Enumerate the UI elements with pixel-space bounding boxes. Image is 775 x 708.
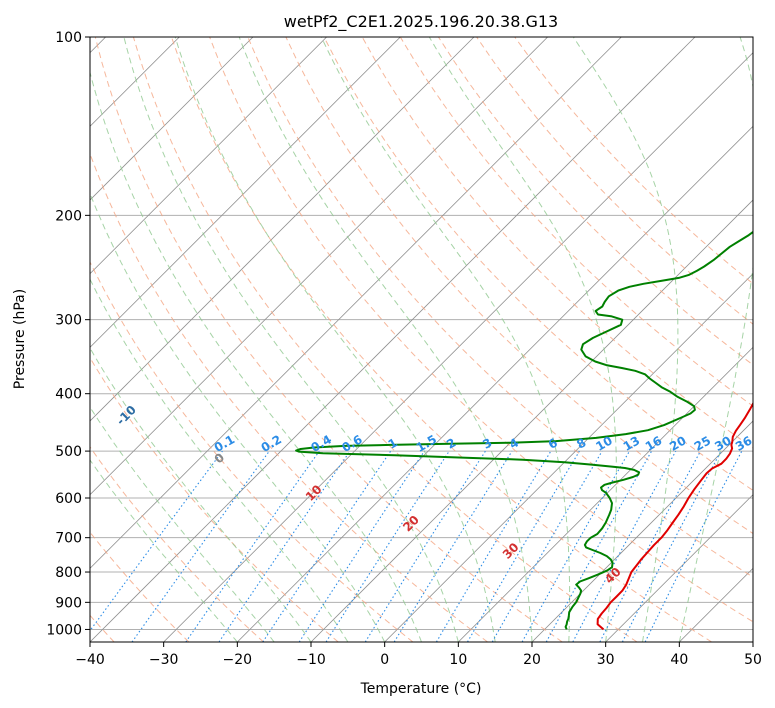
profile-lines xyxy=(295,230,753,631)
y-tick-label: 300 xyxy=(55,313,82,329)
y-tick-label: 400 xyxy=(55,387,82,403)
isotherm-line xyxy=(90,37,401,348)
plot-frame xyxy=(89,36,754,643)
moist-adiabat-line xyxy=(572,37,679,642)
dry-adiabat-line xyxy=(476,37,753,325)
isobars xyxy=(90,36,753,630)
dewpoint-profile-line xyxy=(295,230,753,630)
y-tick-label: 700 xyxy=(55,531,82,547)
y-tick-label: 1000 xyxy=(46,622,82,638)
moist-adiabat-line xyxy=(174,37,496,642)
mixing-ratio-line xyxy=(262,450,392,642)
isotherm-line xyxy=(90,37,327,275)
x-tick-label: 0 xyxy=(380,652,389,668)
moist-adiabat-line xyxy=(320,37,571,642)
mixing-ratio-line xyxy=(298,450,425,642)
mixing-ratio-line xyxy=(393,450,513,642)
moist-adiabat-line xyxy=(428,37,617,642)
isotherm-line xyxy=(531,420,753,642)
moist-adiabat-line xyxy=(90,192,386,642)
chart-title: wetPf2_C2E1.2025.196.20.38.G13 xyxy=(284,12,558,32)
mixing-ratio-line xyxy=(185,450,320,642)
moist-adiabat-line xyxy=(90,459,238,642)
y-tick-label: 200 xyxy=(55,208,82,224)
y-tick-label: 100 xyxy=(55,30,82,46)
isotherm-line xyxy=(90,37,548,496)
dry-adiabat-line xyxy=(132,37,638,642)
moist-adiabat-line xyxy=(90,347,312,642)
isotherm-line xyxy=(458,346,753,642)
x-tick-label: 50 xyxy=(744,652,762,668)
dry-adiabat-line xyxy=(323,37,753,491)
x-tick-label: 40 xyxy=(670,652,688,668)
isotherm-line xyxy=(163,52,753,642)
x-tick-label: −30 xyxy=(149,652,179,668)
dry-adiabat-line xyxy=(90,356,339,642)
mixing-ratio-line xyxy=(521,450,630,642)
isotherm-line xyxy=(384,273,753,642)
dry-adiabat-line xyxy=(209,37,753,623)
dry-adiabat-line xyxy=(90,260,414,642)
dry-adiabat-line xyxy=(247,37,753,578)
background-lines xyxy=(90,37,753,642)
mixing-ratio-line xyxy=(131,450,270,642)
mixing-ratio-line xyxy=(545,450,653,642)
dry-adiabat-line xyxy=(90,446,264,642)
moist-adiabat-line xyxy=(90,406,275,642)
moist-adiabat-line xyxy=(123,37,459,642)
x-tick-label: −40 xyxy=(75,652,105,668)
mixing-ratio-line xyxy=(644,450,743,642)
mixing-ratio-line xyxy=(90,450,223,632)
x-tick-label: 30 xyxy=(597,652,615,668)
y-tick-label: 900 xyxy=(55,595,82,611)
mixing-ratio-line xyxy=(572,450,677,642)
x-tick-label: 10 xyxy=(449,652,467,668)
isotherm-line xyxy=(237,125,753,642)
x-axis-label: Temperature (°C) xyxy=(360,681,482,697)
moist-adiabat-line xyxy=(678,37,753,642)
dry-adiabat-line xyxy=(171,37,712,642)
moist-adiabat-line xyxy=(90,70,422,642)
mixing-ratio-line xyxy=(325,450,450,642)
y-axis: 100 200 300 400 500 600 700 800 900 1000 xyxy=(46,30,90,638)
temperature-profile-line xyxy=(596,401,753,631)
moist-adiabat-line xyxy=(238,37,533,642)
isotherm-line xyxy=(90,37,475,422)
mixing-ratio-line xyxy=(218,450,351,642)
y-tick-label: 600 xyxy=(55,491,82,507)
y-tick-label: 500 xyxy=(55,444,82,460)
y-tick-label: 800 xyxy=(55,565,82,581)
isotherm-line xyxy=(90,37,254,201)
x-axis: −40 −30 −20 −10 0 10 20 30 40 50 xyxy=(75,642,762,668)
mixing-ratio-label: 36 xyxy=(733,433,754,453)
x-tick-label: −10 xyxy=(296,652,326,668)
x-tick-label: 20 xyxy=(523,652,541,668)
dry-adiabat-line xyxy=(94,37,563,642)
dry-adiabat-line xyxy=(285,37,753,535)
x-tick-label: −20 xyxy=(223,652,253,668)
dry-adiabat-line xyxy=(514,37,753,285)
moist-adiabat-line xyxy=(90,278,349,642)
isotherm-line xyxy=(605,494,753,642)
y-axis-label: Pressure (hPa) xyxy=(12,289,28,389)
isotherm-line xyxy=(90,37,622,569)
